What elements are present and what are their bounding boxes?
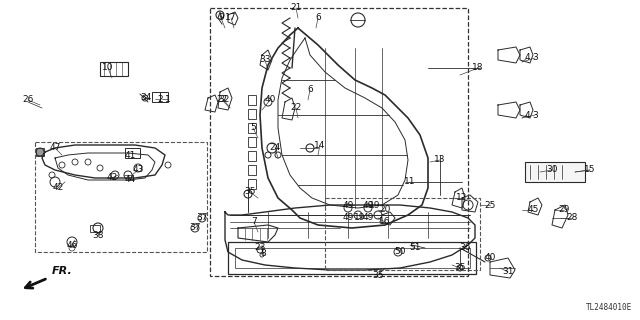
Text: 49: 49 [362, 213, 374, 222]
Text: 26: 26 [22, 95, 34, 105]
Text: 37: 37 [196, 213, 208, 222]
Text: 6: 6 [307, 85, 313, 94]
Bar [125, 148, 140, 158]
Text: 16: 16 [380, 218, 391, 227]
Text: 22: 22 [291, 103, 301, 113]
Text: 7: 7 [251, 218, 257, 227]
Text: 27: 27 [216, 95, 228, 105]
Text: 28: 28 [566, 213, 578, 222]
Text: 45: 45 [527, 205, 539, 214]
Text: 36: 36 [460, 244, 471, 252]
Text: 42: 42 [106, 173, 118, 182]
Bar [248, 109, 256, 119]
Bar [160, 92, 168, 102]
Bar [228, 242, 476, 274]
Text: 30: 30 [547, 165, 557, 174]
Text: 5: 5 [250, 124, 256, 132]
Text: 2: 2 [157, 94, 163, 103]
Bar [248, 137, 256, 147]
Text: 37: 37 [189, 223, 201, 233]
Text: 4: 4 [524, 110, 530, 119]
Text: FR.: FR. [52, 266, 73, 276]
Text: 1: 1 [165, 94, 171, 103]
Text: 19: 19 [369, 201, 381, 210]
Text: 11: 11 [404, 178, 416, 187]
Text: 46: 46 [67, 241, 77, 250]
Text: 8: 8 [260, 249, 266, 258]
Text: 41: 41 [124, 150, 136, 159]
Bar [248, 165, 256, 175]
Bar [36, 148, 44, 156]
Text: 17: 17 [225, 13, 237, 22]
Bar [90, 225, 100, 232]
Text: 50: 50 [394, 247, 406, 257]
Bar [248, 179, 256, 189]
Text: 29: 29 [558, 205, 570, 214]
Text: 47: 47 [49, 143, 61, 153]
Text: 21: 21 [291, 4, 301, 12]
Bar [235, 248, 470, 268]
Bar [248, 95, 256, 105]
Text: 10: 10 [102, 63, 114, 73]
Text: 4: 4 [524, 53, 530, 62]
Text: 43: 43 [132, 165, 144, 174]
Text: 44: 44 [124, 175, 136, 185]
Text: 35: 35 [372, 270, 384, 279]
Text: 25: 25 [484, 201, 496, 210]
Bar [248, 123, 256, 133]
Text: 33: 33 [259, 55, 271, 65]
Text: 3: 3 [532, 53, 538, 62]
Text: 13: 13 [435, 156, 445, 164]
Text: 12: 12 [456, 194, 468, 203]
Text: 40: 40 [264, 95, 276, 105]
Text: 14: 14 [314, 140, 326, 149]
Bar [152, 92, 160, 102]
Text: 18: 18 [472, 63, 484, 73]
Text: 9: 9 [218, 13, 224, 22]
Text: 38: 38 [92, 230, 104, 239]
Text: 49: 49 [342, 213, 354, 222]
Text: 31: 31 [502, 268, 514, 276]
Text: 20: 20 [380, 205, 390, 214]
Text: TL2484010E: TL2484010E [586, 303, 632, 312]
Text: 49: 49 [342, 201, 354, 210]
Text: 23: 23 [254, 244, 266, 252]
Text: 35: 35 [454, 263, 466, 273]
Text: 6: 6 [315, 13, 321, 22]
Text: 34: 34 [140, 93, 152, 102]
Text: 24: 24 [269, 143, 280, 153]
Text: 35: 35 [244, 188, 256, 196]
Text: 32: 32 [218, 95, 230, 105]
Text: 51: 51 [409, 244, 420, 252]
Bar [100, 62, 128, 76]
Text: 15: 15 [584, 165, 596, 174]
Text: 3: 3 [532, 110, 538, 119]
Text: 40: 40 [484, 253, 496, 262]
Text: 49: 49 [362, 201, 374, 210]
Text: 19: 19 [355, 213, 365, 222]
Text: 42: 42 [52, 183, 63, 193]
Bar [248, 151, 256, 161]
Bar [525, 162, 585, 182]
